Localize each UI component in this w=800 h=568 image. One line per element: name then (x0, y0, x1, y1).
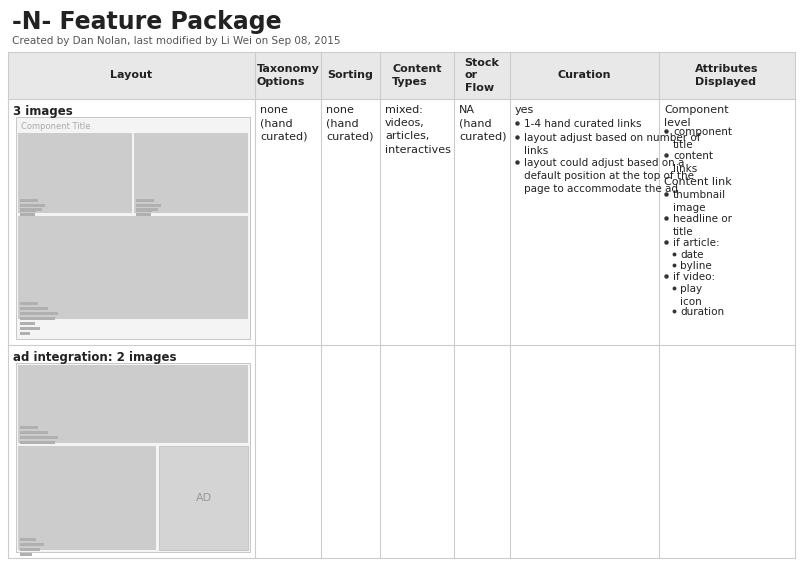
Bar (136, 209, 152, 211)
Bar (20, 302, 38, 304)
Bar (136, 199, 154, 202)
Text: Content link: Content link (664, 177, 732, 187)
Bar (20, 307, 48, 310)
Bar (20, 317, 45, 319)
Bar (20, 441, 45, 444)
Bar (20, 312, 58, 315)
Bar (20, 213, 35, 215)
Text: yes: yes (515, 105, 534, 115)
Text: layout could adjust based on a
default position at the top of the
page to accomm: layout could adjust based on a default p… (524, 158, 694, 194)
Text: Curation: Curation (558, 70, 611, 81)
Bar (20, 446, 34, 449)
Text: if video:: if video: (673, 272, 715, 282)
Bar (20, 441, 55, 444)
Text: 3 images: 3 images (13, 105, 73, 118)
Bar (20, 456, 30, 458)
Bar (16, 363, 250, 552)
Bar (20, 446, 35, 449)
Bar (134, 133, 248, 213)
Text: -N- Feature Package: -N- Feature Package (12, 10, 282, 34)
Bar (20, 553, 32, 556)
Text: headline or
title: headline or title (673, 214, 732, 237)
Bar (16, 117, 250, 339)
Bar (20, 431, 48, 433)
Text: thumbnail
image: thumbnail image (673, 190, 726, 213)
Bar (20, 436, 58, 438)
Bar (20, 322, 35, 324)
Bar (20, 543, 44, 545)
Bar (8, 52, 795, 558)
Bar (20, 312, 45, 315)
Bar (20, 451, 40, 453)
Bar (20, 204, 45, 207)
Text: AD: AD (195, 493, 211, 503)
Bar (20, 436, 45, 438)
Bar (20, 209, 36, 211)
Text: none
(hand
curated): none (hand curated) (260, 105, 307, 141)
Text: Created by Dan Nolan, last modified by Li Wei on Sep 08, 2015: Created by Dan Nolan, last modified by L… (12, 36, 341, 46)
Bar (20, 332, 30, 335)
Text: NA
(hand
curated): NA (hand curated) (459, 105, 506, 141)
Bar (20, 208, 42, 211)
Text: Attributes
Displayed: Attributes Displayed (695, 64, 758, 87)
Text: date: date (680, 250, 703, 260)
Text: mixed:
videos,
articles,
interactives: mixed: videos, articles, interactives (385, 105, 451, 154)
Bar (18, 133, 132, 213)
Text: Stock
or
Flow: Stock or Flow (465, 58, 499, 93)
Text: ad integration: 2 images: ad integration: 2 images (13, 351, 177, 364)
Bar (20, 199, 38, 202)
Text: Layout: Layout (110, 70, 153, 81)
Text: content
links: content links (673, 151, 713, 174)
Bar (20, 322, 34, 324)
Bar (159, 446, 248, 550)
Bar (20, 327, 40, 329)
Text: Taxonomy
Options: Taxonomy Options (257, 64, 319, 87)
Bar (20, 426, 38, 428)
Text: 1-4 hand curated links: 1-4 hand curated links (524, 119, 642, 129)
Bar (136, 213, 151, 215)
Text: none
(hand
curated): none (hand curated) (326, 105, 374, 141)
Text: play
icon: play icon (680, 284, 702, 307)
Bar (136, 208, 158, 211)
Text: layout adjust based on number of
links: layout adjust based on number of links (524, 133, 701, 156)
Text: Component
level: Component level (664, 105, 729, 128)
Text: Content
Types: Content Types (392, 64, 442, 87)
Bar (18, 446, 156, 550)
Text: Sorting: Sorting (327, 70, 374, 81)
Text: Component Title: Component Title (21, 122, 90, 131)
Text: duration: duration (680, 307, 724, 317)
Bar (136, 204, 161, 207)
Bar (20, 548, 40, 550)
Text: if article:: if article: (673, 238, 720, 248)
Bar (18, 365, 248, 443)
Text: component
title: component title (673, 127, 732, 150)
Text: byline: byline (680, 261, 712, 271)
Bar (20, 538, 36, 541)
Bar (18, 216, 248, 319)
Bar (20, 317, 55, 319)
Bar (8, 52, 795, 99)
